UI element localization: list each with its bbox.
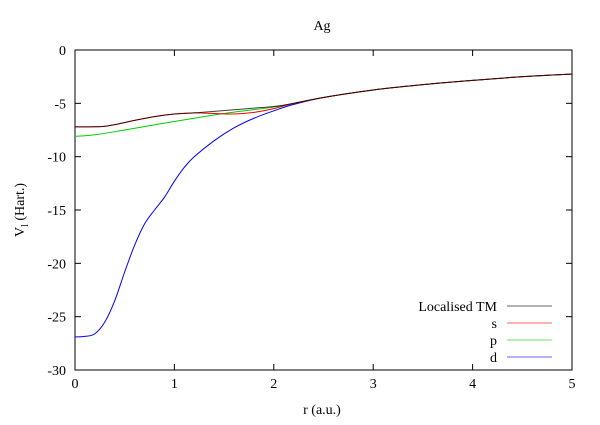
series-line-s	[74, 73, 573, 128]
series-line-p	[74, 73, 573, 137]
series-line-d	[74, 73, 573, 338]
y-tick-label: 0	[59, 44, 66, 59]
y-axis-label: Vl (Hart.)	[13, 183, 31, 237]
x-tick-label: 5	[569, 377, 576, 392]
axes: 0 1 2 3 4 5 0 -5 -10 -15 -20 -25 -30	[47, 44, 575, 392]
y-tick-label: -15	[47, 204, 66, 219]
legend-label: d	[490, 351, 497, 366]
y-label-main: V	[13, 227, 28, 237]
y-tick-label: -30	[47, 364, 66, 379]
plot-frame	[74, 49, 573, 371]
series-line-localised-tm	[74, 73, 573, 128]
y-label-sub: l	[20, 224, 31, 227]
y-label-rest: (Hart.)	[13, 183, 28, 225]
chart-title: Ag	[313, 19, 330, 34]
legend-label: p	[490, 334, 497, 349]
x-tick-label: 1	[171, 377, 178, 392]
y-tick-label: -10	[47, 151, 66, 166]
legend: Localised TM spd	[418, 300, 552, 366]
x-tick-label: 0	[72, 377, 79, 392]
y-tick-label: -20	[47, 257, 66, 272]
legend-label: s	[492, 317, 497, 332]
x-tick-label: 2	[270, 377, 277, 392]
x-axis-label: r (a.u.)	[303, 403, 341, 418]
x-tick-label: 3	[370, 377, 377, 392]
y-tick-label: -25	[47, 311, 66, 326]
y-tick-label: -5	[54, 97, 66, 112]
series-lines	[74, 73, 573, 338]
legend-label: Localised TM	[418, 300, 497, 315]
x-tick-label: 4	[469, 377, 476, 392]
